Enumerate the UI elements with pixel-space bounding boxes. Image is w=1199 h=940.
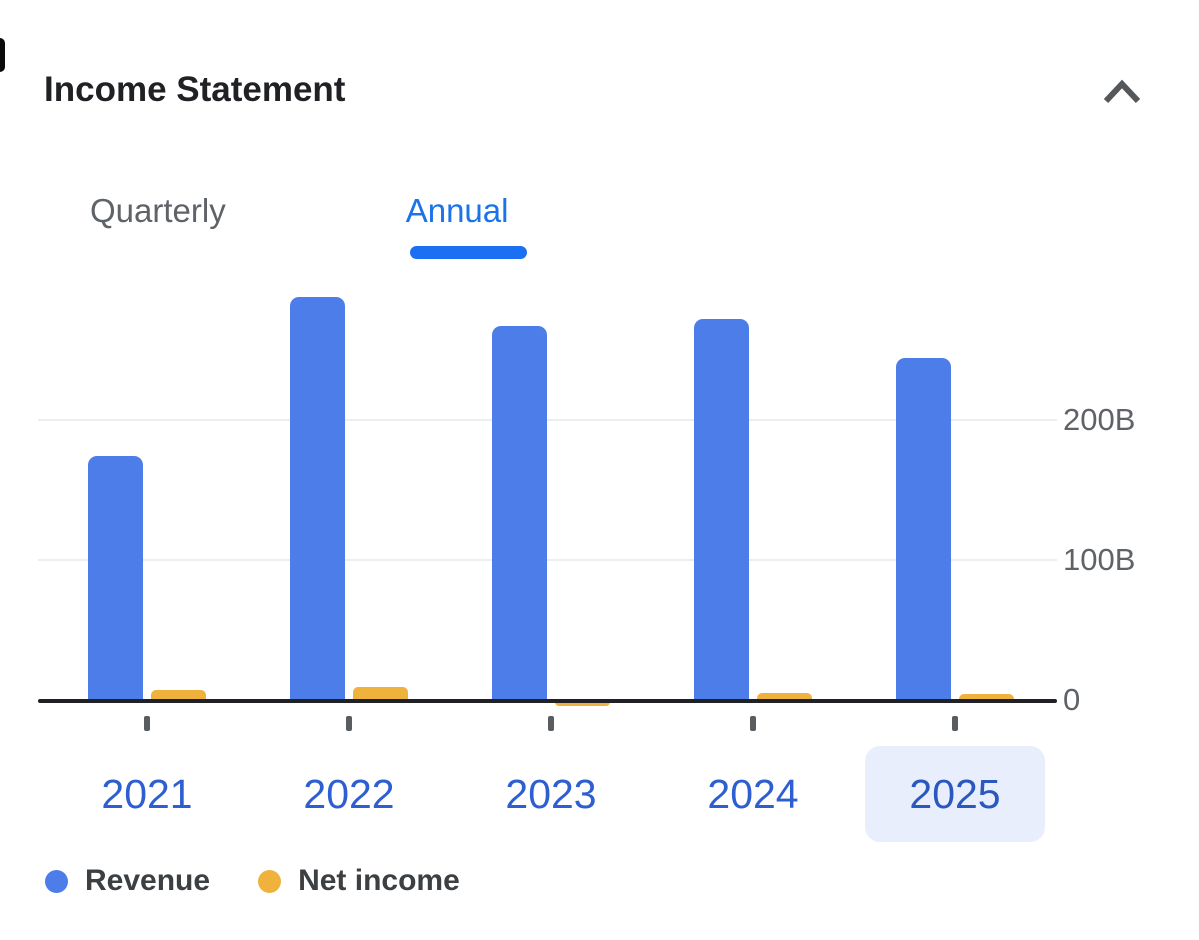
revenue-bar-2025[interactable] — [896, 358, 951, 700]
gridline-200B — [38, 419, 1057, 421]
year-label-2024[interactable]: 2024 — [707, 771, 799, 817]
revenue-bar-2023[interactable] — [492, 326, 547, 700]
net-income-bar-2025[interactable] — [959, 694, 1014, 700]
x-axis-tick-2023 — [548, 716, 554, 731]
collapse-section-button[interactable] — [1098, 74, 1146, 114]
gridline-100B — [38, 559, 1057, 561]
chart-legend: Revenue Net income — [45, 864, 460, 898]
period-tabs: Quarterly Annual — [90, 192, 527, 259]
legend-revenue-label: Revenue — [85, 864, 211, 897]
y-axis-label-100B: 100B — [1063, 542, 1136, 577]
x-axis-tick-2025 — [952, 716, 958, 731]
chevron-up-icon — [1102, 79, 1142, 109]
year-label-2023[interactable]: 2023 — [505, 771, 597, 817]
revenue-bar-2024[interactable] — [694, 319, 749, 700]
tab-annual[interactable]: Annual — [405, 192, 527, 259]
net-income-bar-2023[interactable] — [555, 702, 610, 707]
tab-annual-label: Annual — [405, 192, 509, 229]
net-income-bar-2022[interactable] — [353, 687, 408, 700]
year-label-2021[interactable]: 2021 — [101, 771, 193, 817]
x-axis-tick-2024 — [750, 716, 756, 731]
x-axis-tick-2022 — [346, 716, 352, 731]
revenue-bar-2022[interactable] — [290, 296, 345, 700]
net-income-bar-2021[interactable] — [151, 690, 206, 700]
page-title: Income Statement — [44, 70, 346, 109]
screen-corner-artifact — [0, 38, 5, 72]
y-axis-label-0: 0 — [1063, 682, 1081, 717]
net-income-legend-dot — [258, 869, 282, 893]
year-label-2025[interactable]: 2025 — [865, 746, 1045, 842]
net-income-bar-2024[interactable] — [757, 693, 812, 700]
y-axis-label-200B: 200B — [1063, 402, 1136, 437]
year-label-2022[interactable]: 2022 — [303, 771, 395, 817]
x-axis-tick-2021 — [144, 716, 150, 731]
revenue-bar-2021[interactable] — [88, 456, 143, 700]
tab-quarterly[interactable]: Quarterly — [90, 192, 226, 229]
x-axis-line — [38, 699, 1057, 703]
revenue-legend-dot — [45, 869, 68, 893]
legend-net-income-label: Net income — [298, 864, 460, 897]
active-tab-underline — [409, 246, 527, 259]
